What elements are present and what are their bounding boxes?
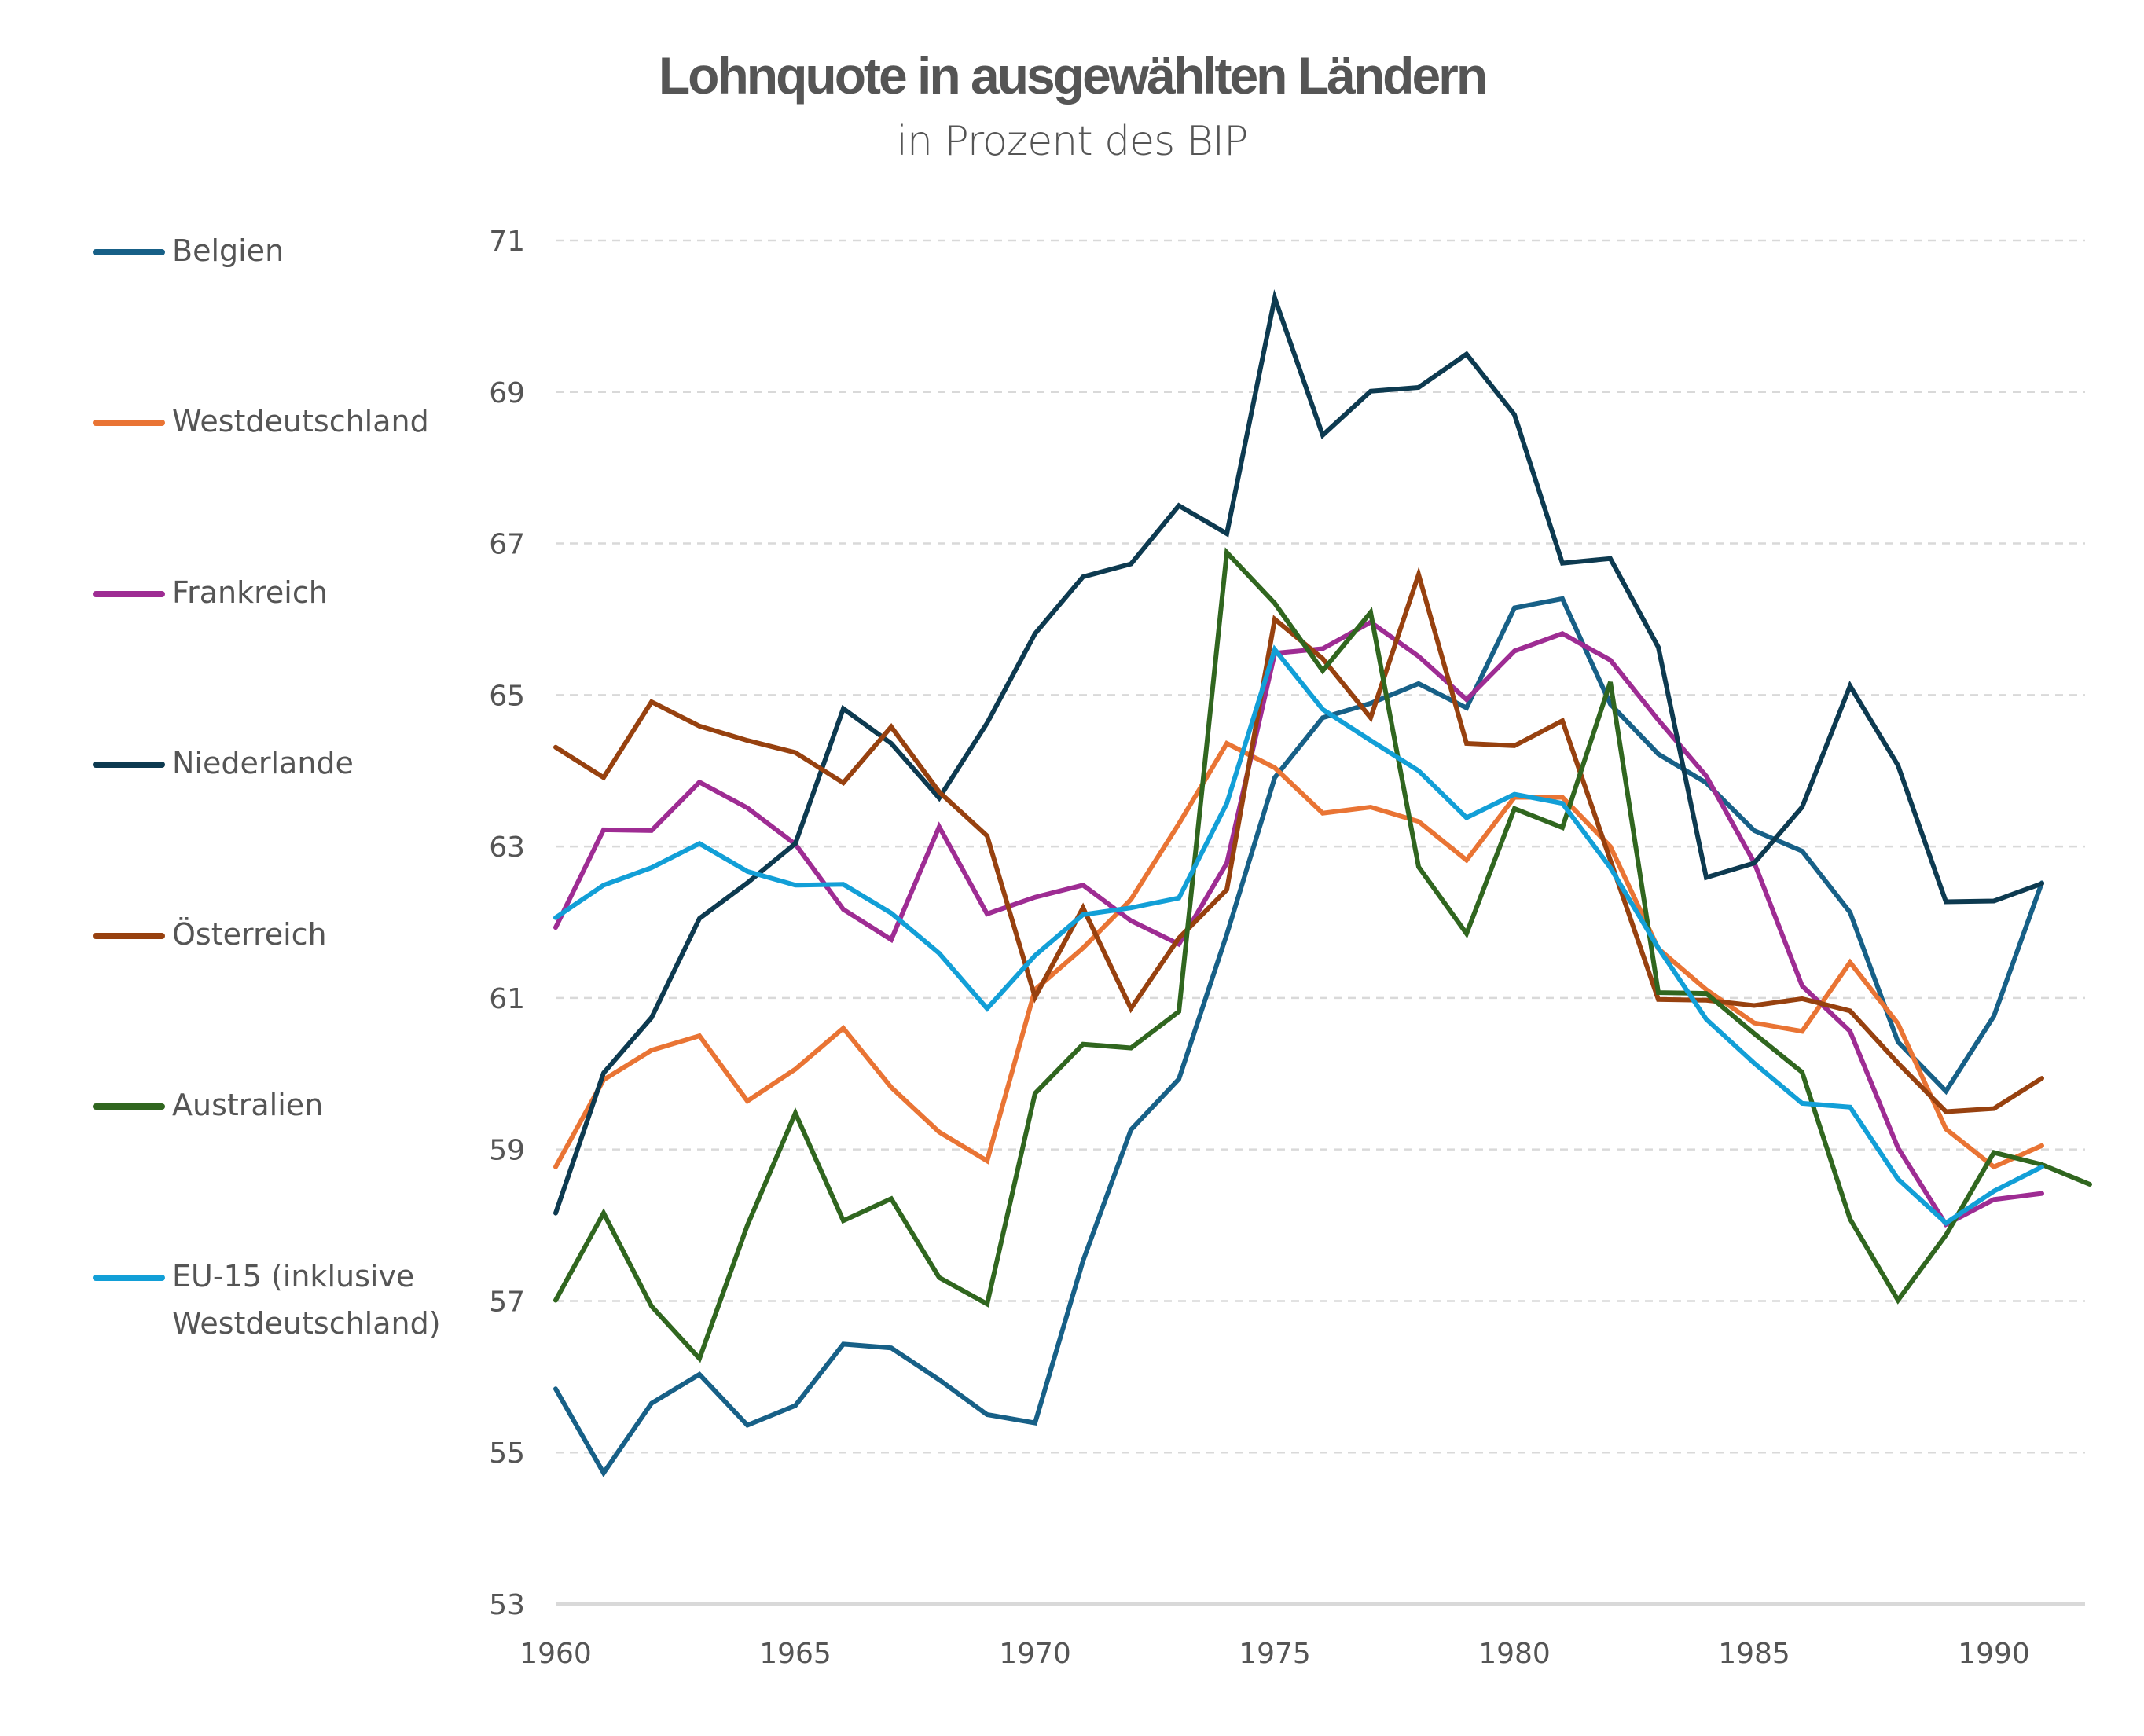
y-tick-label: 55 <box>489 1437 525 1470</box>
y-tick-label: 53 <box>489 1589 525 1621</box>
series-line-australien <box>553 547 2092 1363</box>
y-tick-label: 57 <box>489 1286 525 1318</box>
series-line-belgien <box>553 596 2044 1477</box>
legend-swatch-australien <box>93 1103 165 1110</box>
y-axis-ticks: 53 55 57 59 61 63 65 67 69 71 <box>489 226 525 1621</box>
legend-label-niederlande: Niederlande <box>172 746 354 780</box>
y-tick-label: 69 <box>489 377 525 409</box>
series-line-niederlande <box>553 289 2044 1216</box>
legend-swatch-eu15 <box>93 1275 165 1281</box>
chart-subtitle: in Prozent des BIP <box>896 118 1249 165</box>
y-tick-label: 71 <box>489 226 525 258</box>
y-tick-label: 65 <box>489 680 525 712</box>
legend-label-frankreich: Frankreich <box>172 575 328 610</box>
x-tick-label: 1985 <box>1718 1638 1790 1670</box>
series-line-westdeutschland <box>553 740 2044 1170</box>
legend-swatch-oesterreich <box>93 933 165 939</box>
legend-swatch-frankreich <box>93 591 165 597</box>
legend-label-eu15: EU-15 (inklusive Westdeutschland) <box>172 1259 441 1341</box>
chart-title: Lohnquote in ausgewählten Ländern <box>658 46 1488 105</box>
legend-label-belgien: Belgien <box>172 233 285 268</box>
y-tick-label: 63 <box>489 831 525 864</box>
series-line-eu-15 <box>553 644 2044 1226</box>
legend-swatch-westdeutschland <box>93 420 165 426</box>
legend-label-australien: Australien <box>172 1088 324 1122</box>
series-line-österreich <box>553 566 2044 1114</box>
legend-label-westdeutschland: Westdeutschland <box>172 404 429 439</box>
y-tick-label: 67 <box>489 529 525 561</box>
x-tick-label: 1975 <box>1239 1638 1311 1670</box>
legend-swatch-belgien <box>93 249 165 255</box>
grid-lines <box>556 239 2085 1606</box>
x-tick-label: 1970 <box>999 1638 1071 1670</box>
series-line-frankreich <box>553 619 2044 1228</box>
y-tick-label: 59 <box>489 1135 525 1167</box>
legend-label-oesterreich: Österreich <box>172 917 327 952</box>
y-tick-label: 61 <box>489 983 525 1015</box>
series-lines <box>553 289 2092 1477</box>
x-axis-ticks: 1960 1965 1970 1975 1980 1985 1990 <box>519 1638 2030 1670</box>
x-tick-label: 1980 <box>1478 1638 1551 1670</box>
legend-swatch-niederlande <box>93 762 165 768</box>
x-tick-label: 1965 <box>759 1638 832 1670</box>
x-tick-label: 1990 <box>1958 1638 2030 1670</box>
x-tick-label: 1960 <box>519 1638 592 1670</box>
